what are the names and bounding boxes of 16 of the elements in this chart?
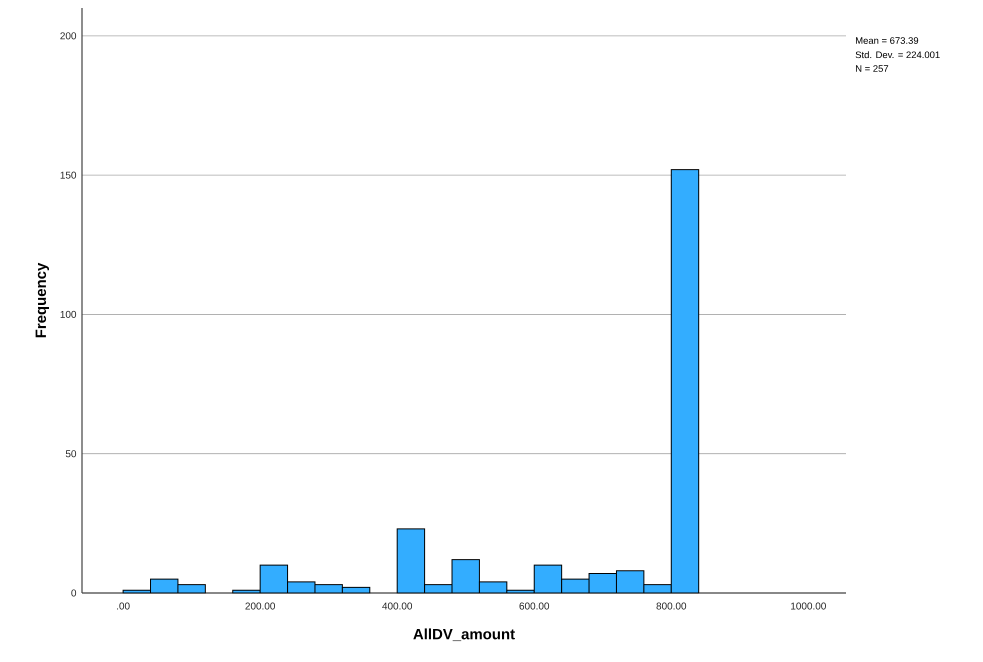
- x-tick-label: 800.00: [656, 602, 686, 610]
- text: Mean = 673.39: [856, 37, 918, 44]
- y-tick-label: 0: [71, 589, 76, 597]
- x-axis-title: AllDV_amount: [413, 628, 515, 642]
- y-tick-label: 150: [60, 172, 76, 179]
- x-tick-label: 200.00: [245, 602, 275, 610]
- y-tick-label: 200: [60, 32, 76, 40]
- y-axis-title: Frequency: [36, 262, 50, 338]
- y-tick-label: 50: [66, 450, 76, 458]
- x-tick-label: 400.00: [382, 602, 412, 610]
- x-tick-label: .00: [117, 602, 130, 610]
- text: Std. Dev. = 224.001: [856, 51, 940, 58]
- x-tick-label: 1000.00: [791, 602, 826, 610]
- y-tick-label: 100: [60, 310, 76, 318]
- text: N = 257: [856, 65, 888, 72]
- x-tick-label: 600.00: [520, 602, 550, 610]
